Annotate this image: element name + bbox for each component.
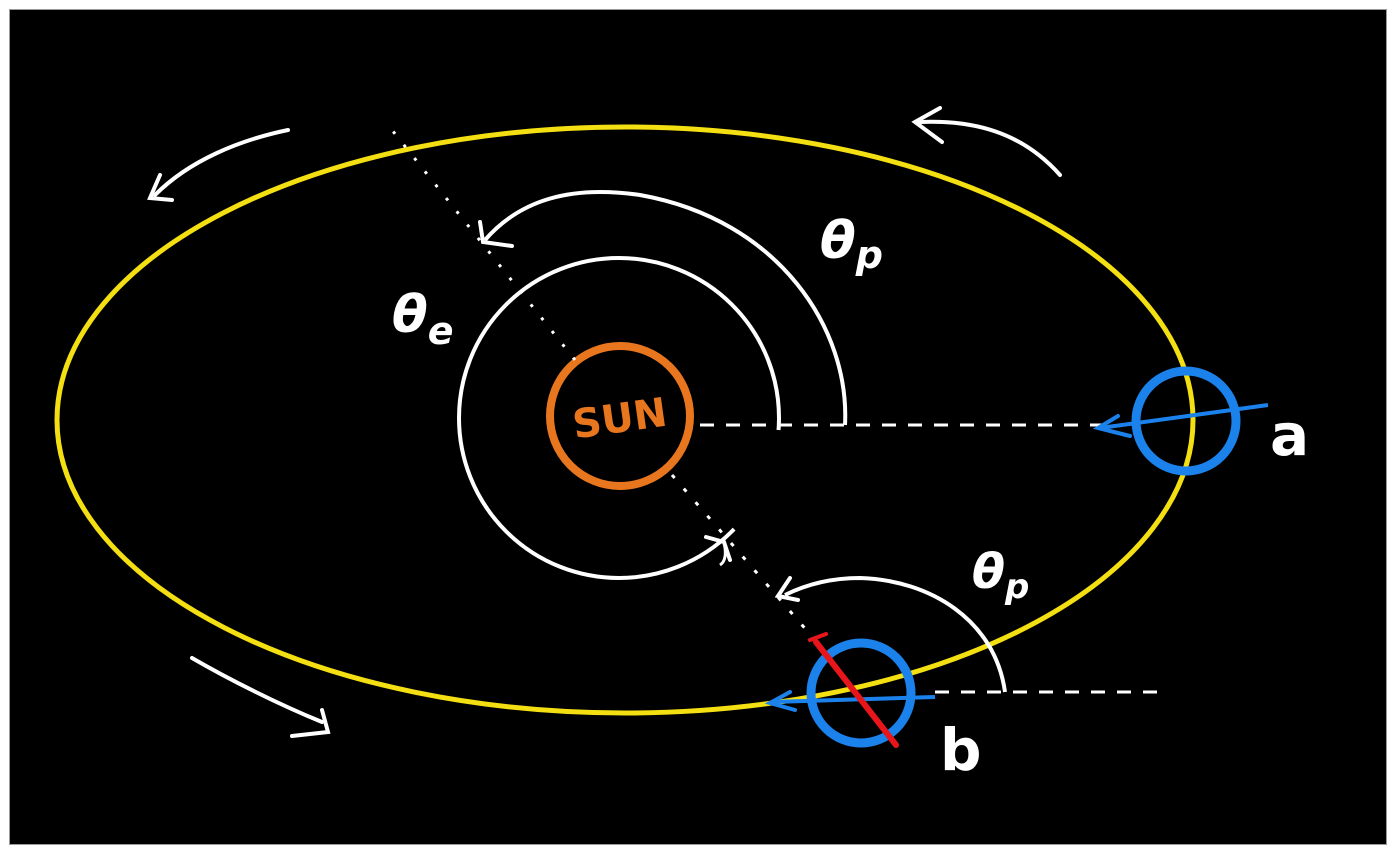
theta-p-b-arc (784, 575, 1007, 693)
planet-b (806, 638, 916, 748)
orbit-arrow-bottom-left (190, 656, 324, 724)
sun-label: SUN (570, 390, 670, 449)
planet-orbit (54, 124, 1196, 716)
theta-e-arc-tail (719, 541, 727, 567)
theta-e-label: θe (392, 285, 454, 353)
radial-line-lower (670, 474, 817, 641)
planet-a-sight-arrowhead (1092, 414, 1132, 438)
planet-b-spin-axis-tick (808, 632, 828, 642)
planet-a-sight-line (1099, 403, 1269, 430)
position-b-label: b (940, 716, 982, 784)
theta-p-arc (483, 190, 848, 426)
theta-p-label: θp (820, 211, 883, 277)
planet-b-spin-axis (813, 639, 899, 748)
diagram-canvas (9, 9, 1387, 845)
theta-p-arrowhead (478, 220, 514, 248)
theta-p-b-label: θp (972, 544, 1029, 607)
orbit-arrow-top-left (153, 128, 290, 197)
planet-b-sight-arrowhead (764, 690, 797, 712)
planet-a (1131, 366, 1241, 476)
position-a-label: a (1270, 401, 1309, 469)
earth-orbit (457, 256, 781, 580)
theta-p-b-arrowhead (774, 576, 800, 602)
orbit-arrow-top-right (918, 119, 1062, 177)
sun (546, 342, 694, 490)
orbit-arrow-top-left-head (147, 173, 174, 202)
planet-b-sight-line (771, 695, 936, 704)
orbit-arrow-top-right-head (911, 106, 944, 144)
theta-e-gap (732, 429, 782, 533)
orbit-arrow-bottom-left-head (290, 708, 331, 738)
